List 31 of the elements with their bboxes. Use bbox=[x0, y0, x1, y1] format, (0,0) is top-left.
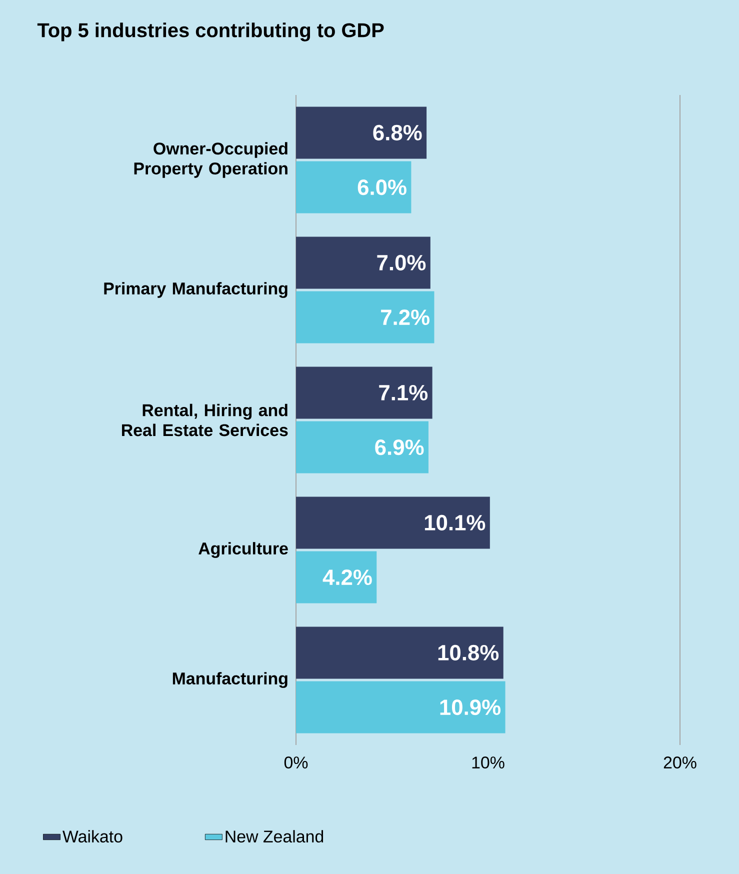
bar bbox=[296, 236, 430, 289]
data-label: 10.9% bbox=[440, 700, 501, 716]
bar bbox=[296, 496, 490, 549]
y-tick-label: Rental, Hiring and Real Estate Services bbox=[122, 404, 288, 436]
bar bbox=[296, 681, 506, 734]
bar bbox=[296, 551, 377, 604]
legend-label: Waikato bbox=[62, 830, 122, 843]
data-label: 4.2% bbox=[322, 570, 372, 586]
legend-label: New Zealand bbox=[226, 830, 324, 843]
data-label: 7.0% bbox=[377, 254, 426, 270]
y-tick-label: Manufacturing bbox=[172, 672, 288, 688]
data-label: 6.0% bbox=[358, 180, 406, 196]
bar bbox=[296, 421, 428, 474]
y-tick-label: Agriculture bbox=[198, 542, 288, 558]
bar bbox=[296, 161, 412, 214]
data-label: 6.8% bbox=[373, 124, 422, 140]
data-label: 7.1% bbox=[379, 384, 428, 400]
y-tick-label: Primary Manufacturing bbox=[104, 282, 288, 298]
bar bbox=[296, 106, 427, 159]
x-tick-label: 0% bbox=[284, 756, 308, 769]
data-label: 10.1% bbox=[424, 514, 486, 530]
bar bbox=[296, 626, 504, 679]
bar bbox=[296, 366, 432, 419]
x-tick-label: 20% bbox=[664, 756, 696, 769]
y-tick-label: Owner-Occupied Property Operation bbox=[134, 142, 288, 178]
data-label: 6.9% bbox=[375, 440, 424, 456]
data-label: 10.8% bbox=[438, 644, 499, 660]
data-label: 7.2% bbox=[381, 310, 430, 326]
bar bbox=[296, 291, 434, 344]
x-tick-label: 10% bbox=[472, 756, 504, 769]
chart-title: Top 5 industries contributing to GDP bbox=[37, 22, 384, 42]
